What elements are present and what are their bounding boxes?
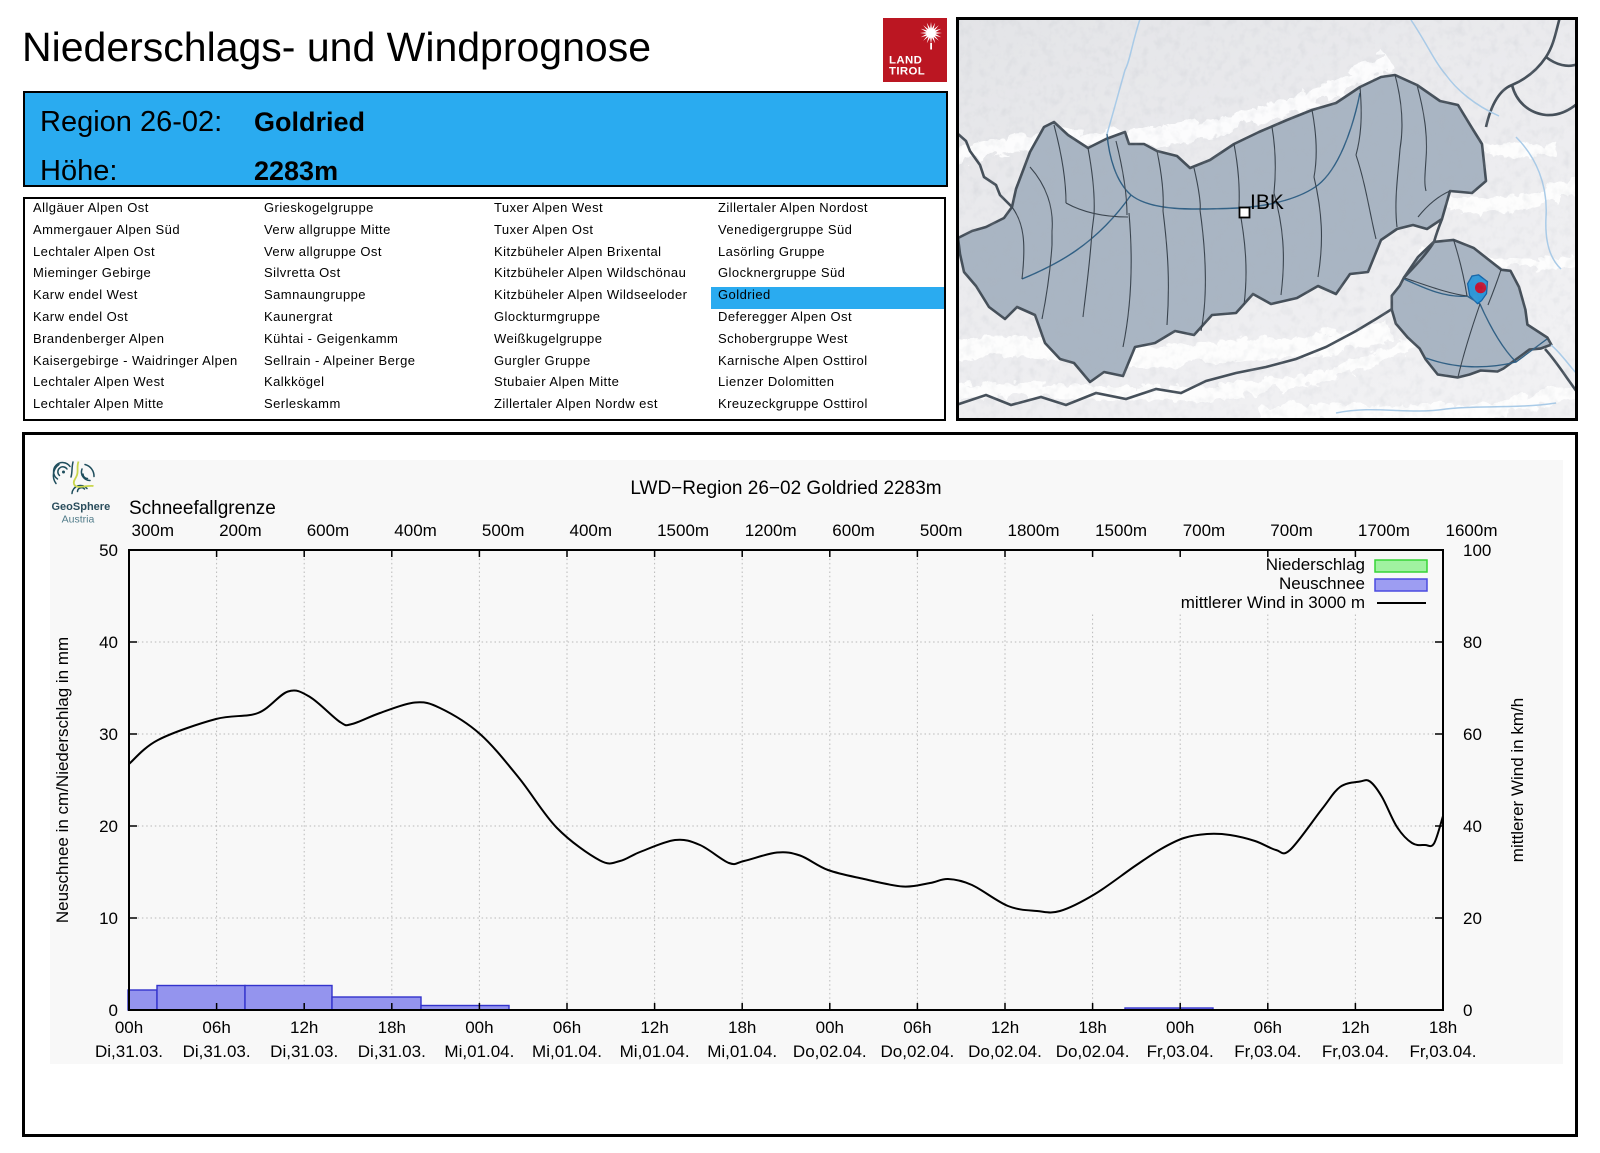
svg-text:40: 40 (99, 633, 118, 652)
svg-text:Do,02.04.: Do,02.04. (1056, 1042, 1130, 1061)
svg-text:LAND: LAND (889, 55, 922, 67)
svg-text:100: 100 (1463, 541, 1491, 560)
svg-text:06h: 06h (903, 1018, 931, 1037)
svg-text:700m: 700m (1270, 521, 1313, 540)
svg-text:60: 60 (1463, 725, 1482, 744)
svg-text:06h: 06h (553, 1018, 581, 1037)
svg-text:mittlerer Wind in km/h: mittlerer Wind in km/h (1508, 698, 1527, 862)
svg-text:Do,02.04.: Do,02.04. (881, 1042, 955, 1061)
svg-text:0: 0 (109, 1001, 118, 1020)
svg-text:Fr,03.04.: Fr,03.04. (1409, 1042, 1476, 1061)
svg-text:Fr,03.04.: Fr,03.04. (1322, 1042, 1389, 1061)
svg-text:Di,31.03.: Di,31.03. (358, 1042, 426, 1061)
svg-text:Di,31.03.: Di,31.03. (95, 1042, 163, 1061)
svg-text:12h: 12h (1341, 1018, 1369, 1037)
svg-text:00h: 00h (1166, 1018, 1194, 1037)
svg-text:LWD−Region 26−02 Goldried 2283: LWD−Region 26−02 Goldried 2283m (630, 478, 941, 499)
svg-text:Austria: Austria (62, 514, 95, 526)
svg-text:12h: 12h (991, 1018, 1019, 1037)
svg-text:12h: 12h (290, 1018, 318, 1037)
svg-text:18h: 18h (1429, 1018, 1457, 1037)
svg-text:18h: 18h (378, 1018, 406, 1037)
svg-text:GeoSphere: GeoSphere (52, 501, 111, 513)
svg-text:1700m: 1700m (1358, 521, 1410, 540)
svg-text:Mi,01.04.: Mi,01.04. (707, 1042, 777, 1061)
svg-text:00h: 00h (115, 1018, 143, 1037)
svg-text:00h: 00h (816, 1018, 844, 1037)
svg-text:40: 40 (1463, 817, 1482, 836)
svg-text:200m: 200m (219, 521, 262, 540)
svg-text:1500m: 1500m (657, 521, 709, 540)
svg-text:30: 30 (99, 725, 118, 744)
svg-text:06h: 06h (202, 1018, 230, 1037)
svg-text:00h: 00h (465, 1018, 493, 1037)
svg-text:TIROL: TIROL (889, 66, 925, 78)
svg-text:400m: 400m (394, 521, 437, 540)
svg-text:Fr,03.04.: Fr,03.04. (1147, 1042, 1214, 1061)
svg-text:0: 0 (1463, 1001, 1472, 1020)
svg-text:1600m: 1600m (1446, 521, 1498, 540)
svg-text:18h: 18h (1078, 1018, 1106, 1037)
svg-text:Neuschnee: Neuschnee (1279, 574, 1365, 593)
svg-text:10: 10 (99, 909, 118, 928)
svg-text:12h: 12h (640, 1018, 668, 1037)
svg-text:600m: 600m (307, 521, 350, 540)
svg-text:400m: 400m (570, 521, 613, 540)
svg-text:Do,02.04.: Do,02.04. (793, 1042, 867, 1061)
svg-text:Fr,03.04.: Fr,03.04. (1234, 1042, 1301, 1061)
svg-text:20: 20 (99, 817, 118, 836)
svg-text:1500m: 1500m (1095, 521, 1147, 540)
svg-text:Neuschnee in cm/Niederschlag i: Neuschnee in cm/Niederschlag in mm (53, 637, 72, 923)
svg-text:20: 20 (1463, 909, 1482, 928)
svg-text:mittlerer Wind in 3000 m: mittlerer Wind in 3000 m (1181, 593, 1365, 612)
svg-text:50: 50 (99, 541, 118, 560)
svg-text:Niederschlag: Niederschlag (1266, 555, 1365, 574)
svg-text:500m: 500m (920, 521, 963, 540)
svg-text:Mi,01.04.: Mi,01.04. (532, 1042, 602, 1061)
svg-text:600m: 600m (832, 521, 875, 540)
svg-text:80: 80 (1463, 633, 1482, 652)
svg-text:Schneefallgrenze: Schneefallgrenze (129, 498, 276, 519)
svg-text:300m: 300m (132, 521, 175, 540)
svg-text:Mi,01.04.: Mi,01.04. (620, 1042, 690, 1061)
svg-text:06h: 06h (1254, 1018, 1282, 1037)
svg-text:18h: 18h (728, 1018, 756, 1037)
svg-text:Di,31.03.: Di,31.03. (183, 1042, 251, 1061)
svg-text:Mi,01.04.: Mi,01.04. (444, 1042, 514, 1061)
svg-text:Di,31.03.: Di,31.03. (270, 1042, 338, 1061)
svg-text:Do,02.04.: Do,02.04. (968, 1042, 1042, 1061)
svg-text:500m: 500m (482, 521, 525, 540)
svg-text:1800m: 1800m (1008, 521, 1060, 540)
svg-text:1200m: 1200m (745, 521, 797, 540)
svg-text:700m: 700m (1183, 521, 1226, 540)
